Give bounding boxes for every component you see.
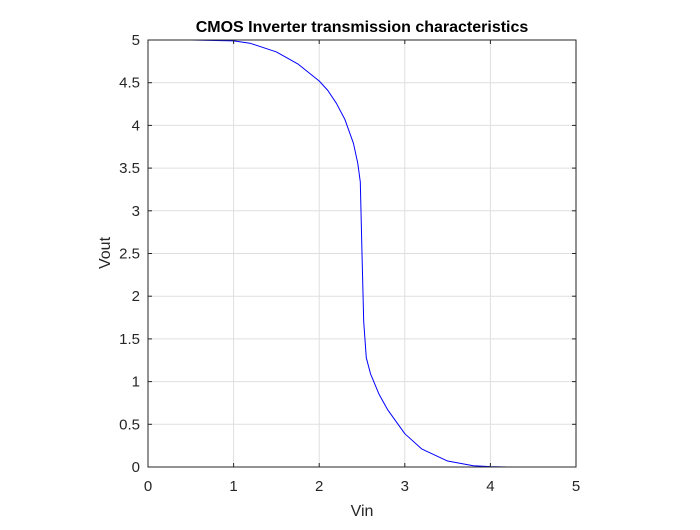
y-tick-label: 4: [132, 117, 140, 134]
y-tick-label: 2.5: [119, 246, 140, 263]
x-axis-label: Vin: [351, 503, 374, 520]
x-tick-label: 2: [315, 478, 323, 495]
y-tick-label: 4.5: [119, 75, 140, 92]
chart-title: CMOS Inverter transmission characteristi…: [196, 19, 529, 36]
y-tick-labels: 0 0.5 1 1.5 2 2.5 3 3.5 4 4.5 5: [119, 32, 140, 476]
y-tick-label: 5: [132, 32, 140, 49]
plot-area: [148, 39, 576, 468]
series-line: [148, 39, 576, 468]
grid-lines: [148, 40, 576, 467]
x-tick-label: 5: [572, 478, 580, 495]
y-tick-label: 3: [132, 203, 140, 220]
y-tick-label: 3.5: [119, 160, 140, 177]
axes-box: [147, 39, 577, 468]
y-tick-label: 0.5: [119, 416, 140, 433]
x-tick-label: 1: [229, 478, 237, 495]
x-tick-label: 3: [401, 478, 409, 495]
x-tick-label: 0: [144, 478, 152, 495]
y-tick-label: 0: [132, 459, 140, 476]
y-tick-label: 1.5: [119, 331, 140, 348]
y-axis-label: Vout: [97, 236, 114, 269]
x-tick-label: 4: [486, 478, 494, 495]
y-tick-label: 2: [132, 288, 140, 305]
x-tick-labels: 0 1 2 3 4 5: [144, 478, 580, 495]
y-tick-label: 1: [132, 374, 140, 391]
